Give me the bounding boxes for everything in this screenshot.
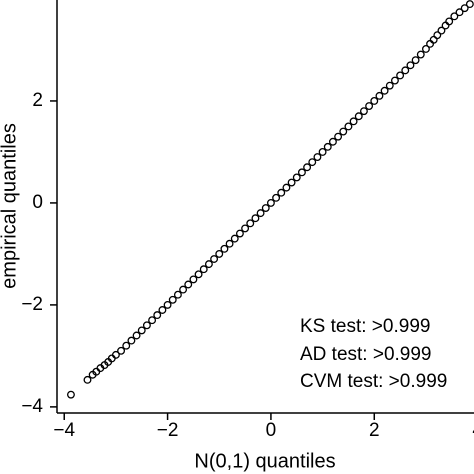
point bbox=[390, 76, 399, 85]
point bbox=[313, 153, 322, 161]
point bbox=[189, 275, 198, 284]
y-tick-label: 2 bbox=[32, 90, 43, 111]
annotation: KS test: >0.999 bbox=[300, 316, 430, 337]
point bbox=[344, 122, 353, 131]
point bbox=[380, 86, 389, 95]
annotation: AD test: >0.999 bbox=[300, 344, 432, 365]
point bbox=[292, 173, 301, 182]
point bbox=[173, 290, 182, 299]
point bbox=[179, 285, 188, 294]
point bbox=[272, 193, 281, 202]
point bbox=[365, 102, 374, 111]
point bbox=[323, 142, 332, 151]
point bbox=[148, 316, 157, 325]
point bbox=[318, 147, 327, 156]
point bbox=[297, 168, 306, 177]
point bbox=[163, 300, 172, 309]
point bbox=[421, 44, 430, 53]
point bbox=[153, 311, 162, 320]
point bbox=[204, 260, 213, 269]
point bbox=[426, 39, 435, 48]
point bbox=[210, 255, 219, 263]
x-tick-label: 4 bbox=[472, 420, 474, 441]
point bbox=[199, 265, 208, 274]
annotation: CVM test: >0.999 bbox=[300, 371, 447, 392]
point bbox=[339, 127, 348, 136]
point bbox=[83, 375, 92, 384]
point bbox=[111, 350, 120, 359]
point bbox=[241, 224, 250, 233]
point bbox=[261, 204, 270, 212]
point bbox=[194, 270, 203, 279]
point bbox=[132, 331, 141, 340]
point bbox=[215, 249, 224, 258]
point bbox=[370, 97, 379, 105]
point bbox=[441, 21, 450, 30]
point bbox=[460, 4, 469, 13]
point bbox=[406, 61, 415, 70]
point bbox=[385, 81, 394, 90]
point bbox=[122, 341, 131, 350]
point bbox=[450, 12, 459, 21]
y-axis-label: empirical quantiles bbox=[0, 123, 20, 289]
point bbox=[127, 336, 136, 345]
point bbox=[225, 239, 234, 248]
point bbox=[359, 107, 368, 116]
point bbox=[220, 244, 229, 253]
point bbox=[328, 137, 337, 146]
x-axis-label: N(0,1) quantiles bbox=[194, 450, 335, 472]
point bbox=[465, 0, 474, 9]
point bbox=[246, 219, 255, 228]
x-tick-label: 0 bbox=[266, 420, 277, 441]
point bbox=[158, 306, 167, 314]
point bbox=[251, 214, 260, 223]
point bbox=[433, 31, 442, 40]
point bbox=[429, 35, 438, 44]
point bbox=[266, 198, 275, 207]
point bbox=[282, 183, 291, 192]
x-tick-label: −2 bbox=[157, 420, 179, 441]
point bbox=[445, 17, 454, 26]
point bbox=[437, 26, 446, 35]
y-tick-label: −2 bbox=[21, 294, 43, 315]
point bbox=[401, 66, 410, 75]
point bbox=[256, 209, 265, 218]
y-tick-label: −4 bbox=[21, 396, 43, 417]
point bbox=[455, 8, 464, 17]
point bbox=[349, 117, 358, 126]
point bbox=[142, 321, 151, 330]
point bbox=[168, 295, 177, 304]
point bbox=[308, 158, 317, 167]
point bbox=[396, 71, 405, 80]
x-tick-label: −4 bbox=[53, 420, 75, 441]
point bbox=[117, 346, 126, 355]
point bbox=[137, 326, 146, 335]
point bbox=[354, 112, 363, 121]
point bbox=[375, 91, 384, 100]
point bbox=[411, 56, 420, 65]
point bbox=[334, 132, 343, 141]
point bbox=[184, 280, 193, 289]
point bbox=[287, 178, 296, 187]
x-tick-label: 2 bbox=[369, 420, 380, 441]
point bbox=[230, 234, 239, 243]
point bbox=[416, 50, 425, 59]
point bbox=[67, 390, 75, 399]
y-tick-label: 0 bbox=[32, 192, 43, 213]
point bbox=[303, 163, 312, 172]
point bbox=[235, 229, 244, 238]
point bbox=[277, 188, 286, 197]
